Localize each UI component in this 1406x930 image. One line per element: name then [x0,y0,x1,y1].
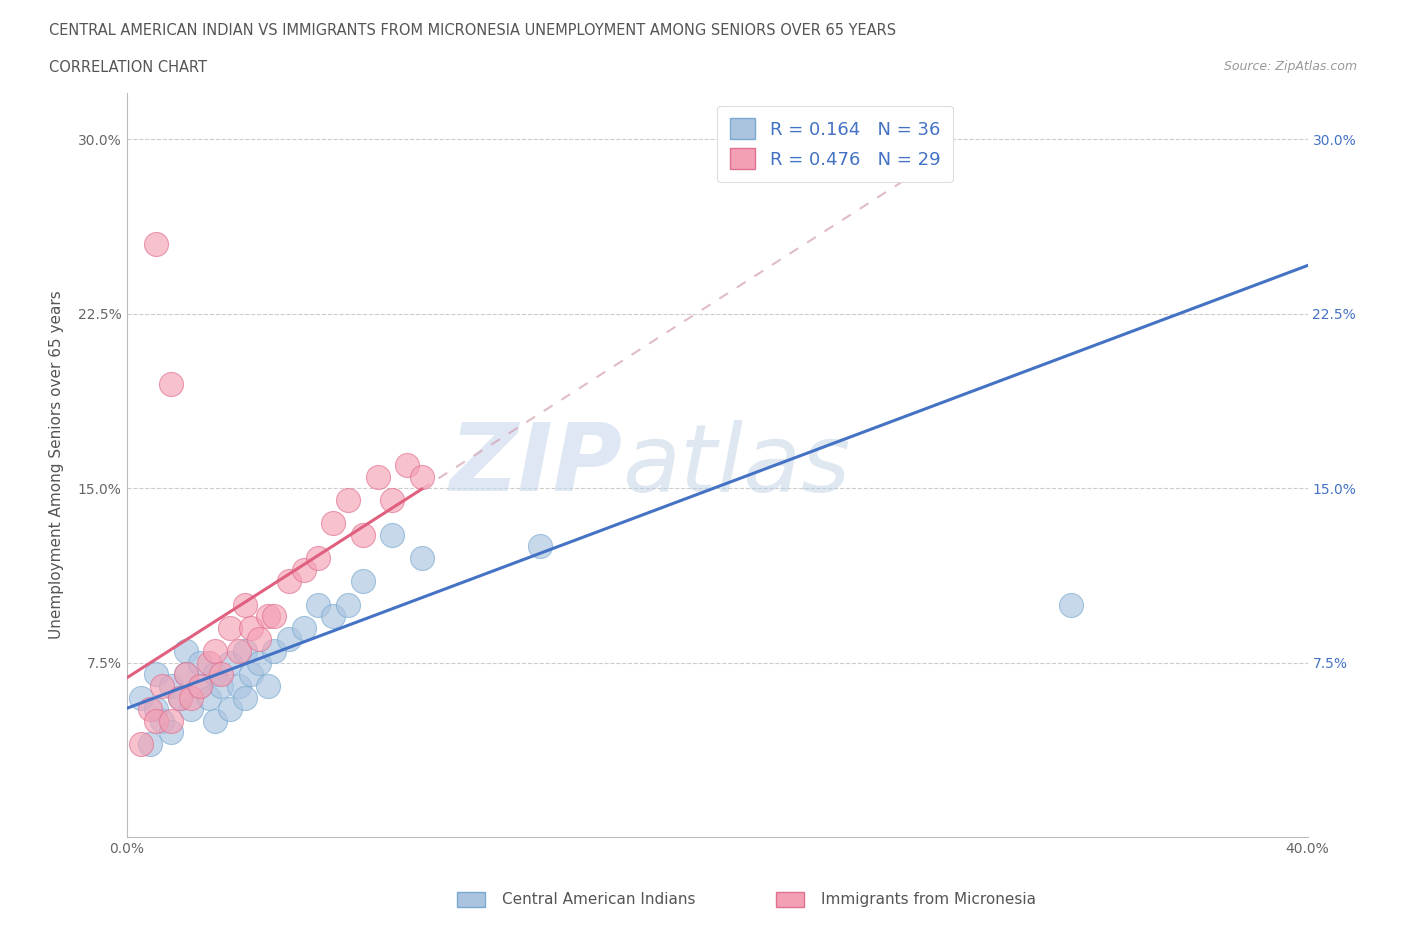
Text: CENTRAL AMERICAN INDIAN VS IMMIGRANTS FROM MICRONESIA UNEMPLOYMENT AMONG SENIORS: CENTRAL AMERICAN INDIAN VS IMMIGRANTS FR… [49,23,897,38]
Point [219,656,242,671]
Point [352,574,374,589]
Point [257,679,280,694]
Point [257,609,280,624]
Point [228,679,250,694]
Text: CORRELATION CHART: CORRELATION CHART [49,60,207,75]
Point [366,470,388,485]
Point [411,551,433,565]
Point [150,679,173,694]
Point [292,620,315,635]
Point [239,667,262,682]
Point [337,493,360,508]
Point [292,562,315,577]
Point [307,551,329,565]
Point [145,237,167,252]
Point [159,725,183,740]
Point [204,644,226,658]
Point [233,644,256,658]
Point [233,597,256,612]
Text: Immigrants from Micronesia: Immigrants from Micronesia [821,892,1036,907]
Point [381,527,404,542]
Point [247,632,270,647]
Point [883,155,905,170]
Point [159,679,183,694]
Point [263,644,285,658]
Point [219,702,242,717]
Point [209,679,232,694]
Point [204,713,226,728]
Point [396,458,419,472]
Text: Central American Indians: Central American Indians [502,892,696,907]
Point [159,713,183,728]
Point [411,470,433,485]
Point [145,713,167,728]
Point [139,737,162,751]
Point [145,667,167,682]
Point [139,702,162,717]
Point [188,656,211,671]
Point [180,702,202,717]
Point [198,656,221,671]
Point [263,609,285,624]
Point [219,620,242,635]
Legend: R = 0.164   N = 36, R = 0.476   N = 29: R = 0.164 N = 36, R = 0.476 N = 29 [717,106,953,181]
Point [1060,597,1083,612]
Point [169,690,191,705]
Point [247,656,270,671]
Point [174,667,197,682]
Point [337,597,360,612]
Point [322,609,344,624]
Point [188,679,211,694]
Point [129,737,153,751]
Point [174,644,197,658]
Point [159,377,183,392]
Point [150,713,173,728]
Point [278,574,301,589]
Point [529,539,551,554]
Point [322,516,344,531]
Point [307,597,329,612]
Text: atlas: atlas [623,419,851,511]
Point [352,527,374,542]
Point [381,493,404,508]
Text: Source: ZipAtlas.com: Source: ZipAtlas.com [1223,60,1357,73]
Text: ZIP: ZIP [450,419,623,511]
Y-axis label: Unemployment Among Seniors over 65 years: Unemployment Among Seniors over 65 years [49,291,63,640]
Point [129,690,153,705]
Point [180,690,202,705]
Point [228,644,250,658]
Point [209,667,232,682]
Point [239,620,262,635]
Point [278,632,301,647]
Point [174,667,197,682]
Point [198,690,221,705]
Point [145,702,167,717]
Point [188,679,211,694]
Point [204,667,226,682]
Point [233,690,256,705]
Point [169,690,191,705]
